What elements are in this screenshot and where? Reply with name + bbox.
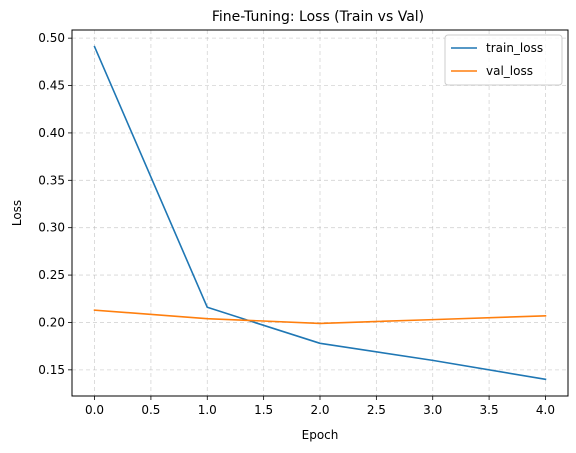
x-tick-label: 0.0: [85, 403, 104, 417]
series-layer: [93, 45, 547, 381]
y-tick-label: 0.45: [38, 79, 65, 93]
series-line-val-loss: [93, 309, 547, 325]
y-axis-ticks: 0.15 0.20 0.25 0.30 0.35 0.40 0.45 0.50: [38, 31, 72, 377]
x-tick-label: 3.5: [480, 403, 499, 417]
series-line-train-loss: [93, 45, 547, 381]
chart-title: Fine-Tuning: Loss (Train vs Val): [212, 9, 424, 25]
y-tick-label: 0.25: [38, 268, 65, 282]
x-tick-label: 1.5: [254, 403, 273, 417]
y-tick-label: 0.40: [38, 126, 65, 140]
x-tick-label: 2.0: [310, 403, 329, 417]
x-tick-label: 4.0: [536, 403, 555, 417]
x-axis-ticks: 0.0 0.5 1.0 1.5 2.0 2.5 3.0 3.5 4.0: [85, 396, 555, 417]
x-tick-label: 1.0: [198, 403, 217, 417]
y-tick-label: 0.30: [38, 221, 65, 235]
legend-label-train-loss: train_loss: [486, 41, 543, 55]
legend-label-val-loss: val_loss: [486, 64, 533, 78]
y-tick-label: 0.20: [38, 315, 65, 329]
legend: train_loss val_loss: [444, 34, 563, 86]
y-axis-label: Loss: [10, 200, 24, 226]
x-tick-label: 0.5: [141, 403, 160, 417]
x-tick-label: 3.0: [423, 403, 442, 417]
x-tick-label: 2.5: [367, 403, 386, 417]
y-tick-label: 0.15: [38, 363, 65, 377]
y-tick-label: 0.35: [38, 173, 65, 187]
x-axis-label: Epoch: [302, 428, 339, 442]
y-tick-label: 0.50: [38, 31, 65, 45]
